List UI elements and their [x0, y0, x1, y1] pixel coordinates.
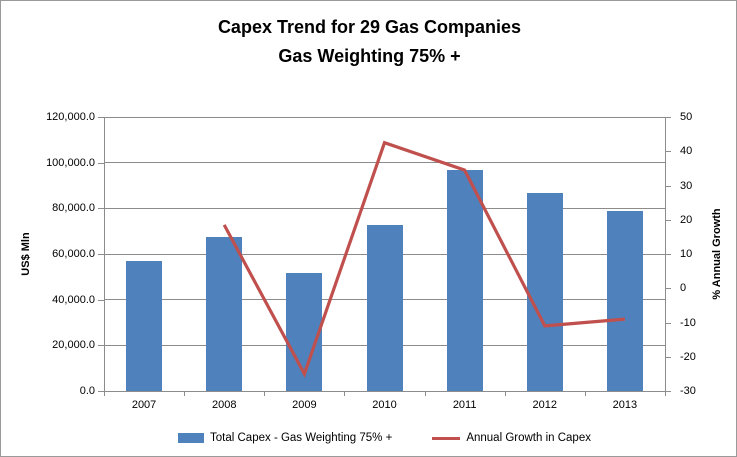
right-axis-tick: [665, 219, 671, 221]
capex-bar: [366, 225, 403, 391]
bottom-axis-line: [104, 391, 666, 392]
chart-title: Capex Trend for 29 Gas Companies Gas Wei…: [1, 13, 736, 71]
left-axis-tick-label: 60,000.0: [52, 248, 95, 260]
left-axis-tick: [98, 254, 104, 255]
chart-title-line2: Gas Weighting 75% +: [278, 46, 461, 66]
legend-item-capex: Total Capex - Gas Weighting 75% +: [178, 432, 392, 444]
right-axis-tick: [665, 254, 671, 255]
x-axis-label: 2012: [532, 399, 558, 411]
legend-bar-swatch-icon: [178, 433, 205, 443]
right-axis-tick: [665, 391, 671, 392]
gridline: [104, 162, 665, 164]
left-axis-line: [104, 117, 105, 392]
left-axis-tick-label: 80,000.0: [52, 202, 95, 215]
right-axis-title: % Annual Growth: [711, 208, 723, 300]
right-axis-tick-label: 10: [680, 248, 693, 260]
left-axis-tick-label: 40,000.0: [52, 293, 95, 306]
right-axis-tick-label: 0: [680, 282, 687, 295]
left-axis-tick: [98, 345, 104, 347]
capex-bar: [526, 193, 563, 391]
right-axis-tick-label: -20: [680, 350, 696, 363]
right-axis-tick-label: 50: [680, 111, 693, 123]
x-axis-tick: [584, 391, 586, 396]
right-axis-tick-label: 20: [680, 213, 693, 226]
left-axis-tick: [98, 117, 104, 118]
left-axis-tick: [98, 299, 104, 301]
left-axis-tick: [98, 162, 104, 164]
legend-label-capex: Total Capex - Gas Weighting 75% +: [210, 432, 393, 444]
gridline: [104, 116, 665, 118]
right-axis-tick: [665, 185, 671, 187]
right-axis-tick: [665, 356, 671, 358]
plot-area: [104, 116, 665, 391]
left-axis-tick-label: 20,000.0: [52, 339, 95, 352]
right-axis-tick-label: -30: [680, 385, 696, 397]
left-axis-tick-label: 0.0: [79, 385, 95, 397]
capex-bar: [286, 273, 323, 391]
capex-bar: [126, 260, 163, 391]
right-axis-tick-label: 40: [680, 145, 693, 158]
x-axis-tick: [424, 391, 426, 396]
x-axis-tick: [504, 391, 506, 396]
x-axis-label: 2009: [292, 399, 317, 411]
chart-title-line1: Capex Trend for 29 Gas Companies: [217, 17, 522, 37]
x-axis-tick: [264, 391, 266, 396]
x-axis-label: 2011: [452, 399, 477, 411]
legend-item-growth: Annual Growth in Capex: [432, 432, 591, 444]
x-axis-tick: [184, 391, 186, 396]
right-axis-tick-label: 30: [680, 179, 693, 192]
right-axis-tick: [665, 117, 671, 118]
legend-line-swatch-icon: [432, 436, 461, 440]
x-axis-tick: [344, 391, 346, 396]
legend-label-growth: Annual Growth in Capex: [466, 432, 591, 444]
left-axis-tick-label: 100,000.0: [46, 156, 95, 169]
x-axis-label: 2008: [211, 399, 237, 411]
growth-line-path: [222, 140, 626, 378]
capex-bar: [206, 236, 243, 391]
right-axis-tick-label: -10: [680, 316, 696, 329]
left-axis-tick: [98, 391, 104, 392]
x-axis-label: 2007: [131, 399, 157, 411]
x-axis-label: 2013: [612, 399, 638, 411]
left-axis-tick-label: 120,000.0: [46, 111, 95, 123]
legend: Total Capex - Gas Weighting 75% + Annual…: [104, 429, 665, 447]
right-axis-tick: [665, 322, 671, 324]
left-axis-title: US$ Mln: [20, 232, 32, 276]
x-axis-tick: [104, 391, 105, 396]
capex-bar: [606, 211, 643, 391]
right-axis-line: [665, 117, 666, 392]
right-axis-tick: [665, 288, 671, 290]
gridline: [104, 207, 665, 209]
x-axis-tick: [665, 391, 666, 396]
x-axis-label: 2010: [372, 399, 397, 411]
capex-bar: [446, 169, 483, 391]
left-axis-tick: [98, 208, 104, 210]
right-axis-tick: [665, 151, 671, 153]
